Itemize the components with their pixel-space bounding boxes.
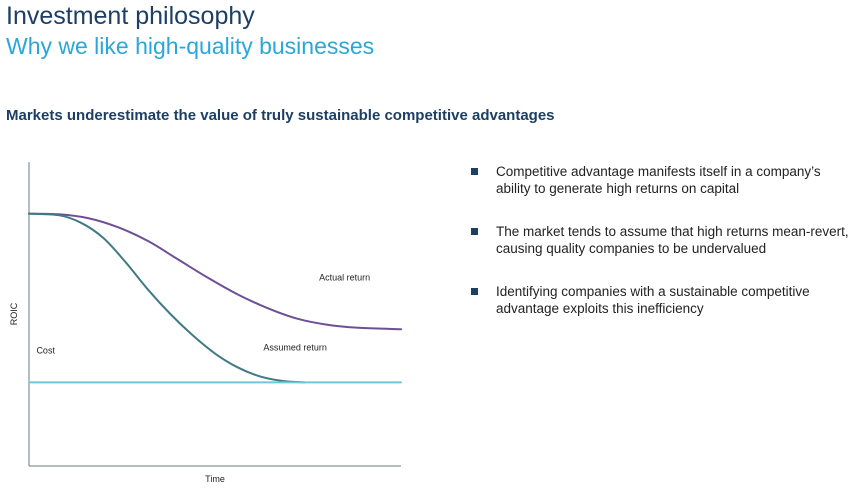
page-title: Investment philosophy [6, 2, 255, 30]
bullet-text: Identifying companies with a sustainable… [496, 284, 810, 316]
bullet-list: Competitive advantage manifests itself i… [470, 163, 850, 343]
bullet-item: Identifying companies with a sustainable… [470, 283, 850, 317]
series-line-actual-return [28, 212, 402, 331]
series-line-assumed-return [28, 212, 306, 384]
annotation-layer: Actual return Assumed return Cost [36, 273, 370, 356]
series-layer [28, 212, 402, 384]
square-bullet-icon [471, 228, 478, 235]
annotation-actual-return: Actual return [319, 273, 370, 283]
roic-chart: ROIC Time Actual return Assumed return Cos… [0, 150, 420, 489]
section-heading: Markets underestimate the value of truly… [6, 107, 555, 124]
roic-chart-svg: ROIC Time Actual return Assumed return Cos… [9, 162, 402, 484]
annotation-cost: Cost [36, 346, 55, 356]
y-axis-label: ROIC [9, 302, 19, 325]
bullet-item: The market tends to assume that high ret… [470, 223, 850, 257]
x-axis-label: Time [205, 474, 225, 484]
annotation-assumed-return: Assumed return [263, 342, 327, 352]
bullet-item: Competitive advantage manifests itself i… [470, 163, 850, 197]
page-subtitle: Why we like high-quality businesses [6, 33, 375, 59]
square-bullet-icon [471, 288, 478, 295]
square-bullet-icon [471, 168, 478, 175]
bullet-text: The market tends to assume that high ret… [496, 224, 849, 256]
bullet-text: Competitive advantage manifests itself i… [496, 164, 821, 196]
